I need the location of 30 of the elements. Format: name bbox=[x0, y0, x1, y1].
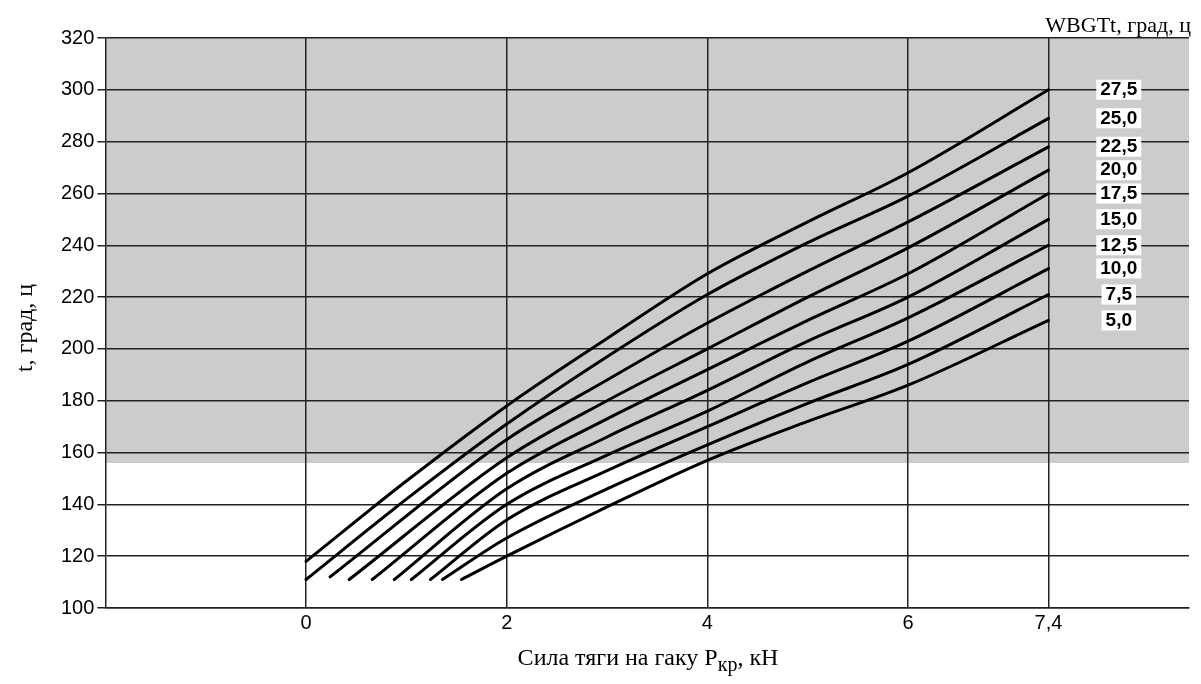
y-tick-label: 240 bbox=[60, 232, 95, 255]
y-tick-label: 320 bbox=[60, 25, 95, 48]
text: 15,0 bbox=[1100, 207, 1138, 229]
x-tick-label: 2 bbox=[501, 610, 513, 633]
y-tick-label: 260 bbox=[60, 180, 95, 203]
text: 12,5 bbox=[1100, 233, 1138, 255]
text: 27,5 bbox=[1100, 78, 1138, 100]
y-tick-label: 180 bbox=[60, 388, 95, 411]
x-axis-title: Сила тяги на гаку P$_{кр}$, кН bbox=[517, 644, 779, 676]
text: 25,0 bbox=[1100, 106, 1138, 128]
text: 17,5 bbox=[1100, 181, 1138, 203]
y-tick-label: 160 bbox=[60, 440, 95, 463]
text: 7,5 bbox=[1105, 282, 1133, 304]
x-tick-label: 6 bbox=[902, 610, 914, 633]
y-tick-label: 100 bbox=[60, 595, 95, 618]
y-tick-label: 300 bbox=[60, 77, 95, 100]
y-tick-label: 200 bbox=[60, 336, 95, 359]
x-tick-label: 4 bbox=[701, 610, 713, 633]
y-tick-label: 120 bbox=[60, 543, 95, 566]
y-tick-label: 220 bbox=[60, 284, 95, 307]
legend-title: WBGTt, град, ц bbox=[1045, 12, 1191, 38]
x-tick-label: 7,4 bbox=[1034, 610, 1063, 633]
text: 10,0 bbox=[1100, 256, 1138, 278]
x-tick-label: 0 bbox=[300, 610, 312, 633]
text: 22,5 bbox=[1100, 135, 1138, 157]
text: 5,0 bbox=[1105, 308, 1132, 330]
y-tick-label: 140 bbox=[60, 491, 95, 514]
y-axis-title: t, град, ц bbox=[10, 283, 38, 373]
text: 20,0 bbox=[1100, 158, 1138, 180]
y-tick-label: 280 bbox=[60, 129, 95, 152]
